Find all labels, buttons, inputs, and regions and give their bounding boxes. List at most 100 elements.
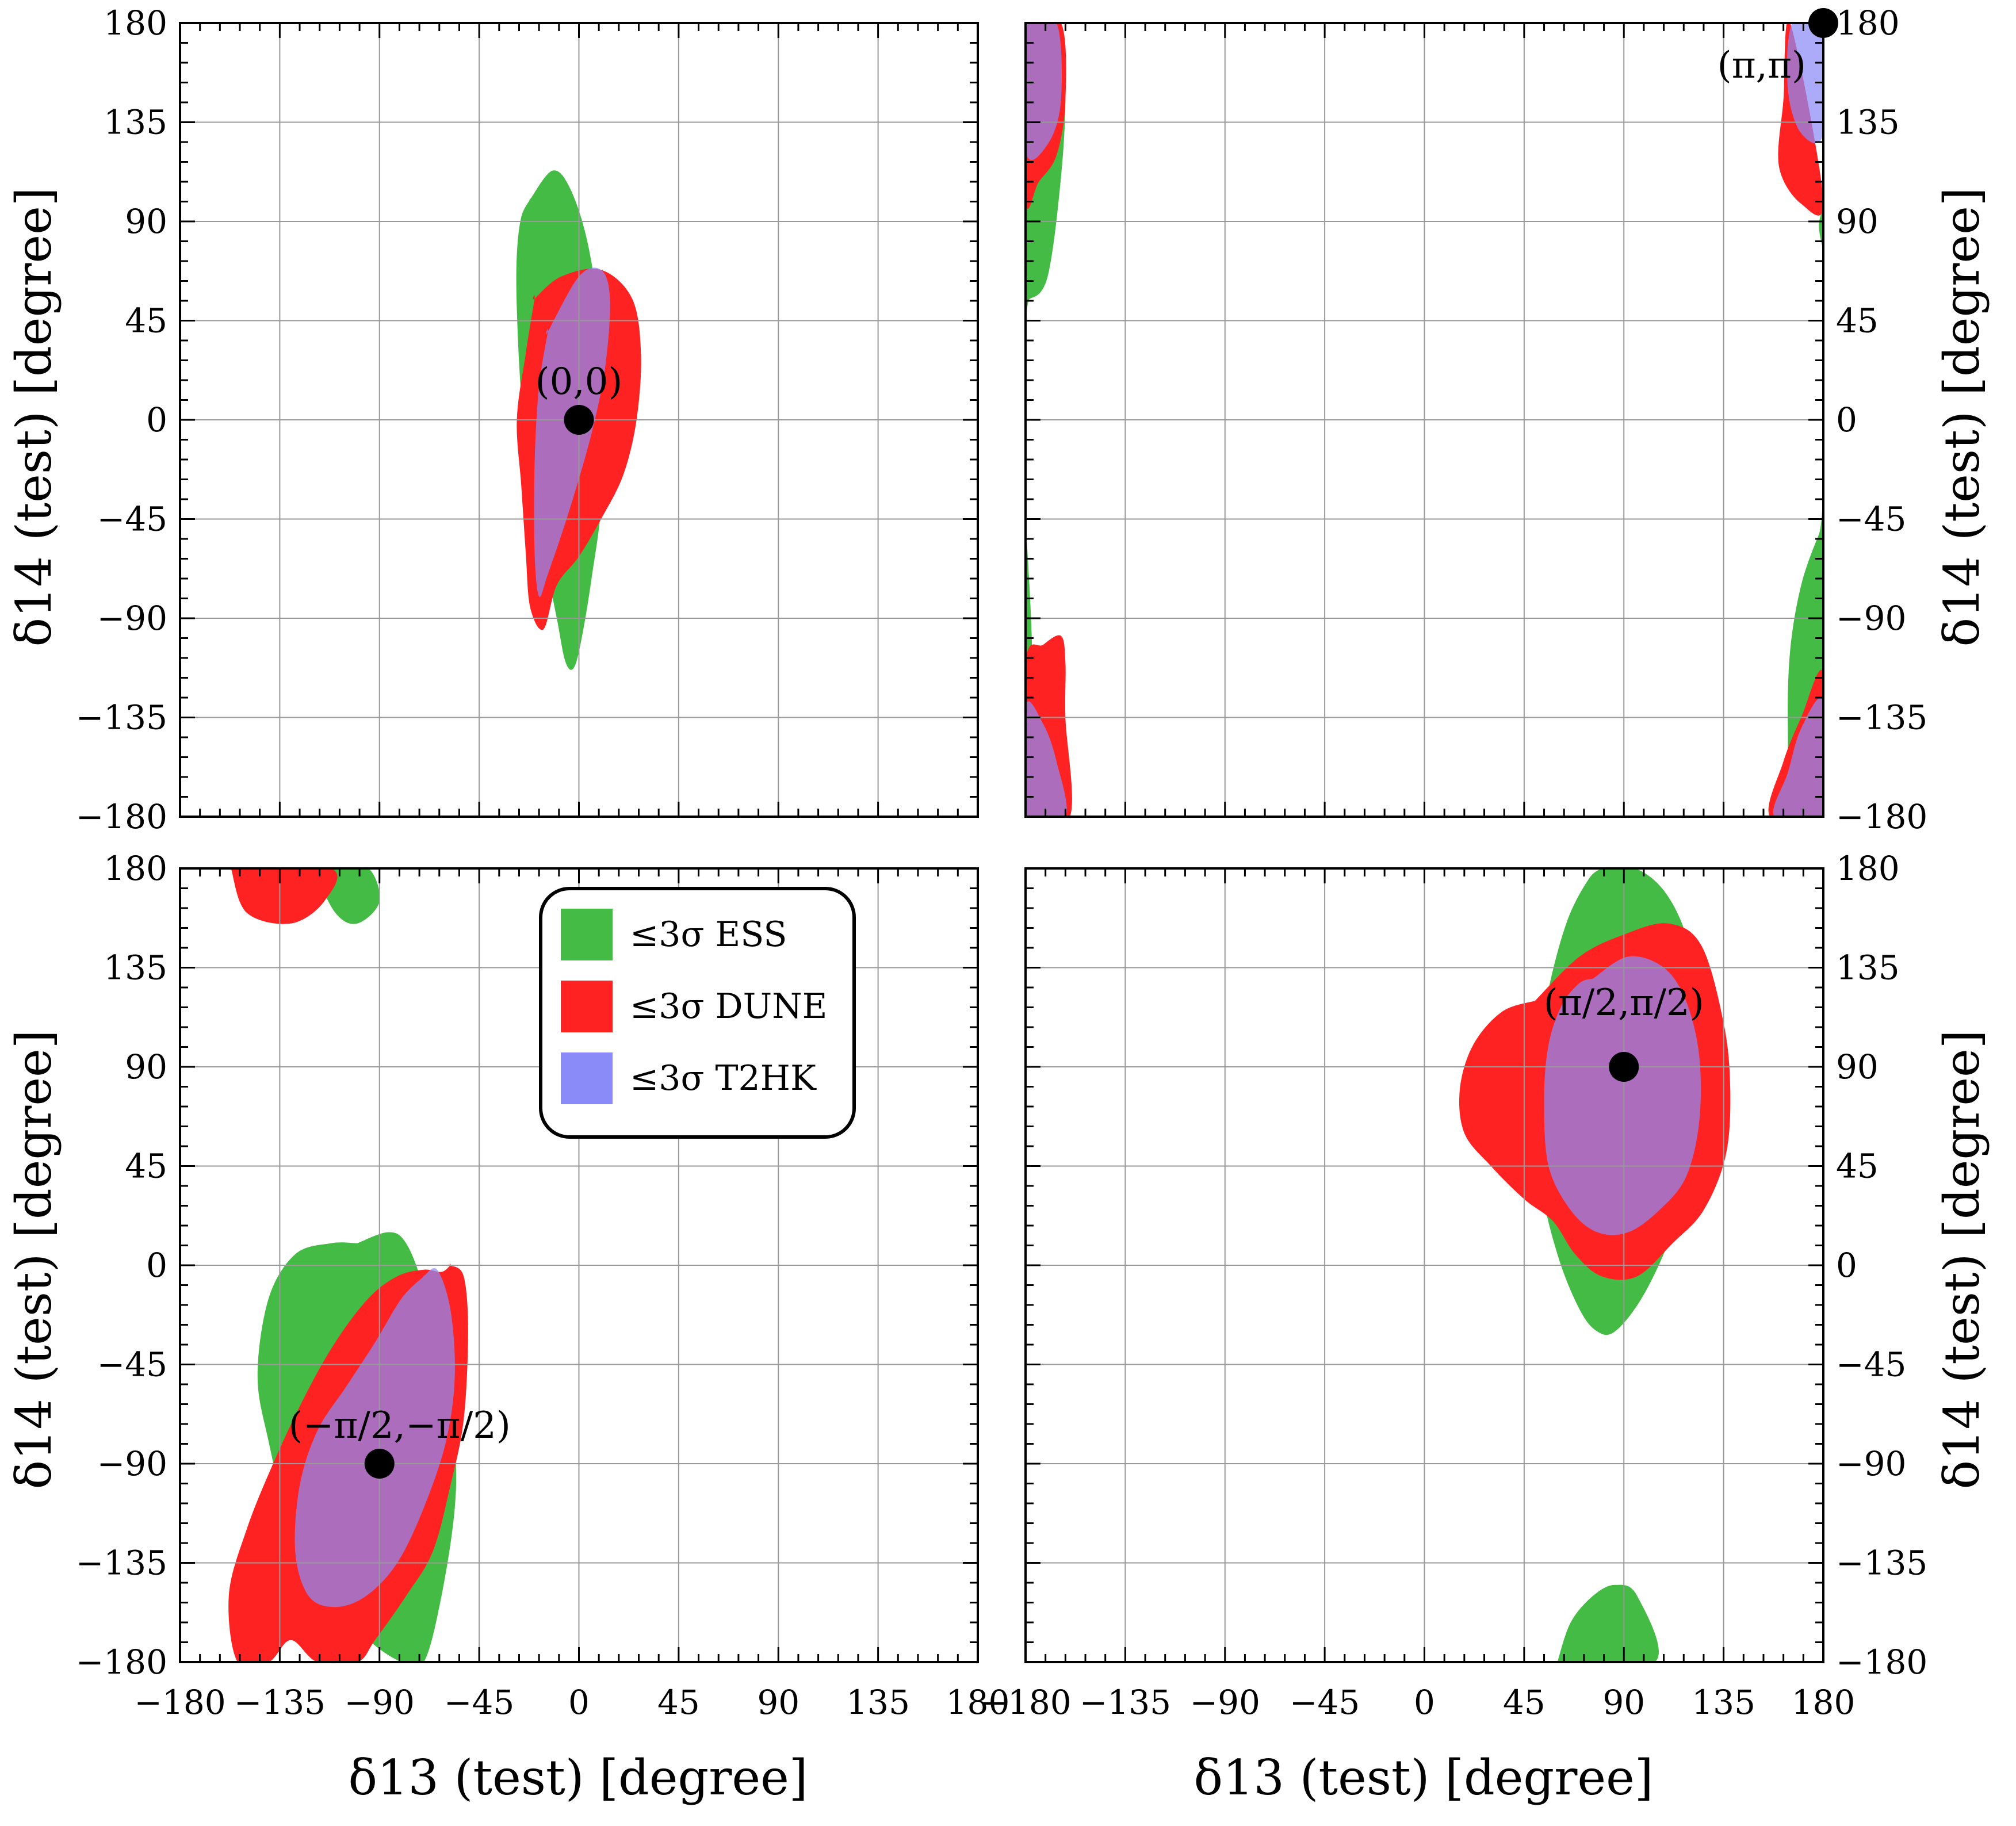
x-tick-label-bottom-left-3: −45: [444, 1683, 514, 1722]
y-tick-label-bottom-right-6: 90: [1836, 1047, 1879, 1086]
y-tick-label-bottom-left-4: 0: [146, 1246, 167, 1285]
y-axis-label-bottom-right: δ14 (test) [degree]: [1934, 1029, 1990, 1489]
y-tick-label-top-right-2: −90: [1836, 599, 1906, 638]
x-tick-label-bottom-left-2: −90: [345, 1683, 415, 1722]
legend-label-t2hk: ≤3σ T2HK: [630, 1058, 817, 1098]
panel-top-left: −180 −135 −90 −45 0 45 90 135 180 (0,0): [76, 3, 979, 836]
ticks-top-right: [1024, 22, 1824, 818]
x-tick-label-bottom-right-4: 0: [1414, 1683, 1435, 1722]
true-point-marker-top-right: [1808, 8, 1838, 38]
y-tick-label-top-right-7: 135: [1836, 103, 1900, 142]
grid-bottom-right: [1026, 868, 1823, 1662]
panels: −180−135−90−4504590135180(0,0)−180−135−9…: [76, 3, 1928, 1722]
region-ess-bottom-right-1: [1557, 1584, 1659, 1662]
y-tick-label-top-left-1: −135: [76, 698, 167, 737]
x-tick-label-bottom-right-3: −45: [1290, 1683, 1360, 1722]
y-tick-label-top-left-0: −180: [76, 797, 167, 836]
region-t2hk-top-right-2: [1026, 701, 1067, 817]
legend: ≤3σ ESS ≤3σ DUNE ≤3σ T2HK: [539, 887, 856, 1139]
y-tick-label-bottom-right-4: 0: [1836, 1246, 1857, 1285]
region-t2hk-top-right-0: [1026, 23, 1062, 160]
region-t2hk-bottom-left-0: [294, 1268, 455, 1607]
x-tick-label-bottom-left-4: 0: [568, 1683, 590, 1722]
x-tick-label-bottom-right-5: 45: [1503, 1683, 1546, 1722]
y-tick-label-bottom-right-8: 180: [1836, 849, 1900, 888]
legend-swatch-dune: [561, 981, 613, 1032]
y-tick-label-bottom-left-3: −45: [97, 1345, 167, 1384]
legend-swatch-ess: [561, 909, 613, 960]
y-tick-label-top-right-0: −180: [1836, 797, 1927, 836]
x-tick-label-bottom-right-8: 180: [1792, 1683, 1856, 1722]
true-point-marker-bottom-right: [1609, 1052, 1639, 1082]
legend-label-ess: ≤3σ ESS: [630, 914, 787, 955]
x-tick-label-bottom-left-8: 180: [946, 1683, 1010, 1722]
region-t2hk-top-right-3: [1773, 698, 1823, 817]
y-axis-label-top-left: δ14 (test) [degree]: [6, 187, 62, 646]
x-tick-label-bottom-left-5: 45: [657, 1683, 700, 1722]
y-axis-label-top-right: δ14 (test) [degree]: [1934, 187, 1990, 646]
y-tick-label-top-left-7: 135: [104, 103, 167, 142]
true-point-marker-top-left: [564, 405, 594, 435]
y-tick-label-bottom-left-0: −180: [76, 1643, 167, 1682]
true-point-label-bottom-left: (−π/2,−π/2): [289, 1404, 511, 1447]
true-point-label-top-right: (π,π): [1717, 44, 1806, 87]
x-tick-label-bottom-right-6: 90: [1602, 1683, 1645, 1722]
y-tick-label-bottom-left-7: 135: [104, 948, 167, 987]
true-point-label-bottom-right: (π/2,π/2): [1544, 982, 1704, 1024]
x-tick-label-bottom-right-2: −90: [1190, 1683, 1260, 1722]
y-tick-label-bottom-right-7: 135: [1836, 948, 1900, 987]
regions-bottom-left: [228, 868, 468, 1662]
y-tick-label-top-right-8: 180: [1836, 3, 1900, 43]
y-tick-label-top-left-3: −45: [97, 500, 167, 539]
true-point-marker-bottom-left: [364, 1449, 395, 1479]
y-tick-label-top-left-4: 0: [146, 400, 167, 439]
y-tick-label-top-left-6: 90: [125, 202, 167, 241]
y-tick-label-bottom-right-5: 45: [1836, 1147, 1879, 1186]
y-tick-label-bottom-right-1: −135: [1836, 1544, 1927, 1583]
y-tick-label-bottom-right-3: −45: [1836, 1345, 1906, 1384]
y-tick-label-bottom-right-2: −90: [1836, 1444, 1906, 1483]
region-t2hk-bottom-right-0: [1544, 956, 1701, 1235]
y-tick-label-top-right-3: −45: [1836, 500, 1906, 539]
y-tick-label-top-left-2: −90: [97, 599, 167, 638]
x-axis-label-left: δ13 (test) [degree]: [348, 1750, 808, 1806]
panel-top-right: −180 −135 −90 −45 0 45 90 135 180 (π,π): [1024, 3, 1927, 836]
y-tick-label-bottom-left-1: −135: [76, 1544, 167, 1583]
y-tick-label-bottom-left-8: 180: [104, 849, 167, 888]
x-tick-label-bottom-left-1: −135: [234, 1683, 326, 1722]
x-tick-label-bottom-left-0: −180: [134, 1683, 225, 1722]
y-tick-label-top-left-5: 45: [125, 301, 167, 340]
x-tick-label-bottom-left-7: 135: [846, 1683, 910, 1722]
y-tick-label-top-right-1: −135: [1836, 698, 1927, 737]
x-tick-label-bottom-right-1: −135: [1080, 1683, 1171, 1722]
y-tick-label-top-right-5: 45: [1836, 301, 1879, 340]
grid-top-right: [1026, 23, 1823, 817]
regions-bottom-right: [1459, 868, 1731, 1662]
legend-box: [539, 887, 856, 1139]
legend-swatch-t2hk: [561, 1052, 613, 1104]
x-tick-label-bottom-left-6: 90: [757, 1683, 799, 1722]
region-dune-bottom-left-1: [231, 868, 338, 924]
grid-top-left: [180, 23, 978, 817]
regions-top-right: [1026, 23, 1823, 817]
y-tick-label-top-right-6: 90: [1836, 202, 1879, 241]
y-axis-label-bottom-left: δ14 (test) [degree]: [6, 1029, 62, 1489]
region-t2hk-top-right-1: [1787, 23, 1823, 144]
y-tick-label-bottom-left-5: 45: [125, 1147, 167, 1186]
x-tick-label-bottom-right-0: −180: [980, 1683, 1071, 1722]
ticks-bottom-right: [1024, 867, 1824, 1663]
x-tick-label-bottom-right-7: 135: [1692, 1683, 1755, 1722]
y-tick-label-bottom-right-0: −180: [1836, 1643, 1927, 1682]
ticks-top-left: [179, 22, 979, 818]
y-tick-label-bottom-left-2: −90: [97, 1444, 167, 1483]
x-axis-label-right: δ13 (test) [degree]: [1193, 1750, 1653, 1806]
y-tick-label-bottom-left-6: 90: [125, 1047, 167, 1086]
true-point-label-top-left: (0,0): [535, 361, 623, 403]
ticks-bottom-left: [179, 867, 979, 1663]
y-tick-label-top-left-8: 180: [104, 3, 167, 43]
y-tick-label-top-right-4: 0: [1836, 400, 1857, 439]
legend-label-dune: ≤3σ DUNE: [630, 986, 827, 1027]
